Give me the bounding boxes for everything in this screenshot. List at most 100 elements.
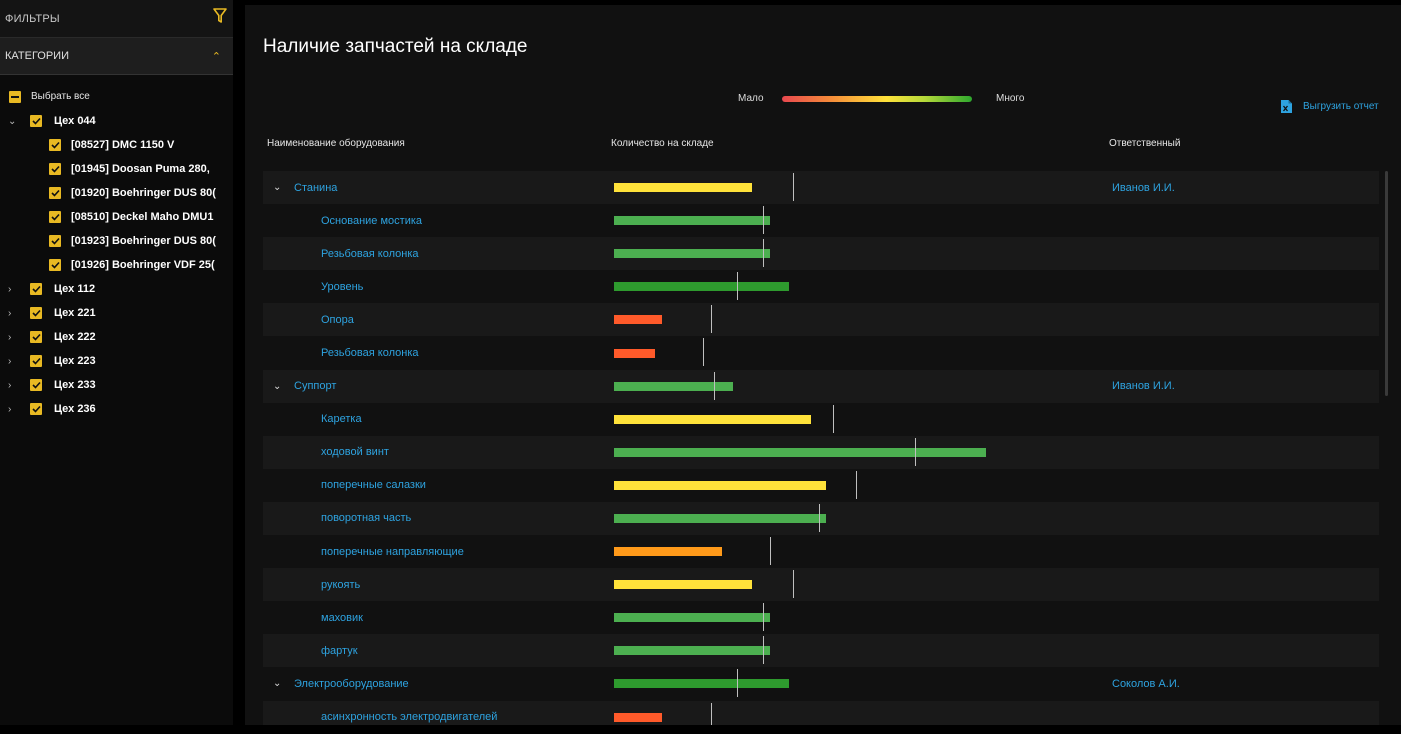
- stock-norm-marker: [710, 702, 712, 725]
- tree-group-label: Цех 233: [54, 379, 96, 391]
- tree-item[interactable]: [01920] Boehringer DUS 80(: [0, 181, 233, 205]
- part-name-link[interactable]: Электрооборудование: [294, 677, 409, 690]
- stock-bar: [614, 547, 722, 557]
- group-checkbox[interactable]: [30, 379, 42, 391]
- part-row[interactable]: Основание мостика: [263, 204, 1379, 237]
- tree-group[interactable]: › Цех 236: [0, 397, 233, 421]
- part-row[interactable]: Каретка: [263, 403, 1379, 436]
- part-name-link[interactable]: Суппорт: [294, 380, 337, 393]
- item-checkbox[interactable]: [49, 163, 61, 175]
- part-row[interactable]: асинхронность электродвигателей: [263, 700, 1379, 725]
- group-checkbox[interactable]: [30, 355, 42, 367]
- tree-item[interactable]: [08527] DMC 1150 V: [0, 133, 233, 157]
- part-row[interactable]: Опора: [263, 303, 1379, 337]
- chevron-down-icon[interactable]: ⌄: [273, 380, 282, 392]
- tree-item-label: [01926] Boehringer VDF 25(: [71, 259, 215, 271]
- part-row[interactable]: рукоять: [263, 568, 1379, 602]
- select-all-checkbox[interactable]: [9, 90, 21, 103]
- tree-item-label: [01923] Boehringer DUS 80(: [71, 235, 216, 247]
- part-row[interactable]: поперечные направляющие: [263, 535, 1379, 568]
- responsible-link[interactable]: Иванов И.И.: [1112, 181, 1175, 194]
- part-row[interactable]: ходовой винт: [263, 435, 1379, 469]
- chevron-right-icon[interactable]: ›: [8, 331, 12, 343]
- chevron-right-icon[interactable]: ›: [8, 355, 12, 367]
- tree-item[interactable]: [01945] Doosan Puma 280,: [0, 157, 233, 181]
- tree-group[interactable]: ⌄ Цех 044: [0, 109, 233, 133]
- chevron-down-icon[interactable]: ⌄: [273, 678, 282, 690]
- filters-header: ФИЛЬТРЫ: [0, 0, 233, 38]
- item-checkbox[interactable]: [49, 235, 61, 247]
- stock-norm-marker: [818, 503, 820, 532]
- chevron-right-icon[interactable]: ›: [8, 307, 12, 319]
- stock-bar: [614, 348, 655, 358]
- chevron-right-icon[interactable]: ›: [8, 403, 12, 415]
- part-row[interactable]: Резьбовая колонка: [263, 336, 1379, 369]
- part-row[interactable]: маховик: [263, 601, 1379, 634]
- stock-norm-marker: [792, 570, 794, 599]
- stock-bar: [614, 282, 789, 292]
- part-name-link[interactable]: Резьбовая колонка: [321, 347, 419, 360]
- scrollbar[interactable]: [1385, 171, 1388, 396]
- stock-norm-marker: [703, 338, 705, 367]
- categories-header[interactable]: КАТЕГОРИИ ⌃: [0, 38, 233, 75]
- part-name-link[interactable]: маховик: [321, 611, 363, 624]
- tree-item[interactable]: [01926] Boehringer VDF 25(: [0, 253, 233, 277]
- chevron-right-icon[interactable]: ›: [8, 283, 12, 295]
- tree-item[interactable]: [01923] Boehringer DUS 80(: [0, 229, 233, 253]
- export-report-button[interactable]: Выгрузить отчет: [1280, 99, 1379, 114]
- item-checkbox[interactable]: [49, 187, 61, 199]
- tree-group[interactable]: › Цех 233: [0, 373, 233, 397]
- stock-norm-marker: [714, 371, 716, 400]
- item-checkbox[interactable]: [49, 259, 61, 271]
- group-checkbox[interactable]: [30, 283, 42, 295]
- stock-norm-marker: [855, 470, 857, 499]
- part-row[interactable]: поперечные салазки: [263, 469, 1379, 502]
- responsible-link[interactable]: Иванов И.И.: [1112, 380, 1175, 393]
- group-checkbox[interactable]: [30, 307, 42, 319]
- part-row[interactable]: фартук: [263, 634, 1379, 668]
- part-name-link[interactable]: Станина: [294, 181, 338, 194]
- tree-group[interactable]: › Цех 222: [0, 325, 233, 349]
- stock-norm-marker: [762, 239, 764, 268]
- select-all-row[interactable]: Выбрать все: [0, 84, 233, 109]
- group-checkbox[interactable]: [30, 403, 42, 415]
- part-row[interactable]: Резьбовая колонка: [263, 237, 1379, 271]
- part-name-link[interactable]: поворотная часть: [321, 512, 412, 525]
- group-checkbox[interactable]: [30, 115, 42, 127]
- part-row[interactable]: Уровень: [263, 270, 1379, 303]
- part-name-link[interactable]: рукоять: [321, 578, 361, 591]
- chevron-down-icon[interactable]: ⌄: [273, 182, 282, 194]
- stock-norm-marker: [915, 437, 917, 466]
- stock-bar: [614, 679, 789, 689]
- tree-item-label: [01920] Boehringer DUS 80(: [71, 187, 216, 199]
- item-checkbox[interactable]: [49, 211, 61, 223]
- part-name-link[interactable]: асинхронность электродвигателей: [321, 711, 498, 724]
- part-name-link[interactable]: поперечные салазки: [321, 479, 426, 492]
- group-row[interactable]: ⌄ Суппорт Иванов И.И.: [263, 369, 1379, 403]
- stock-norm-marker: [770, 537, 772, 566]
- part-name-link[interactable]: фартук: [321, 644, 358, 657]
- part-name-link[interactable]: Уровень: [321, 280, 364, 293]
- group-row[interactable]: ⌄ Станина Иванов И.И.: [263, 171, 1379, 205]
- part-name-link[interactable]: Резьбовая колонка: [321, 247, 419, 260]
- part-name-link[interactable]: Основание мостика: [321, 214, 423, 227]
- tree-group[interactable]: › Цех 221: [0, 301, 233, 325]
- part-name-link[interactable]: поперечные направляющие: [321, 545, 464, 558]
- chevron-down-icon[interactable]: ⌄: [8, 115, 17, 127]
- chevron-right-icon[interactable]: ›: [8, 379, 12, 391]
- chevron-up-icon[interactable]: ⌃: [211, 50, 221, 63]
- tree-group-label: Цех 044: [54, 115, 96, 127]
- tree-item[interactable]: [08510] Deckel Maho DMU1: [0, 205, 233, 229]
- group-row[interactable]: ⌄ Электрооборудование Соколов А.И.: [263, 667, 1379, 700]
- responsible-link[interactable]: Соколов А.И.: [1112, 677, 1180, 690]
- group-checkbox[interactable]: [30, 331, 42, 343]
- funnel-icon[interactable]: [213, 8, 227, 29]
- part-name-link[interactable]: ходовой винт: [321, 446, 389, 459]
- tree-group[interactable]: › Цех 112: [0, 277, 233, 301]
- item-checkbox[interactable]: [49, 139, 61, 151]
- tree-group[interactable]: › Цех 223: [0, 349, 233, 373]
- part-name-link[interactable]: Каретка: [321, 413, 362, 426]
- part-name-link[interactable]: Опора: [321, 313, 354, 326]
- tree-item-label: [01945] Doosan Puma 280,: [71, 163, 210, 175]
- part-row[interactable]: поворотная часть: [263, 501, 1379, 536]
